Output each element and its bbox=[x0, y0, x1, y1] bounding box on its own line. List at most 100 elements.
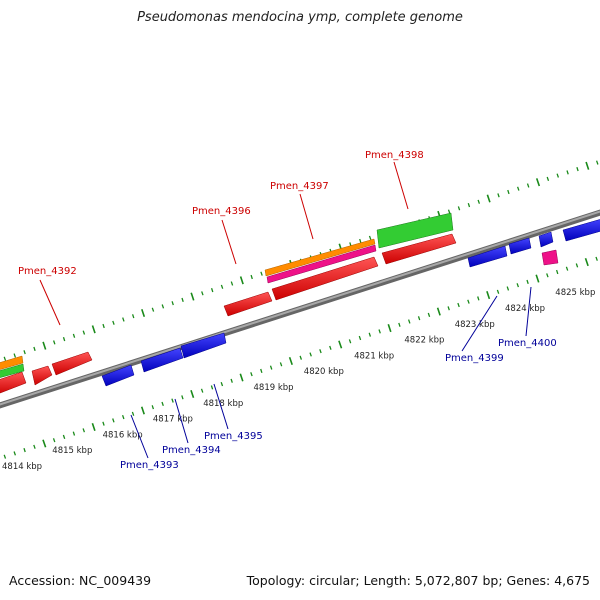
scale-tick bbox=[595, 256, 598, 261]
scale-tick bbox=[486, 291, 491, 300]
gene-label[interactable]: Pmen_4395 bbox=[204, 431, 263, 442]
scale-tick bbox=[358, 335, 362, 341]
scale-tick bbox=[13, 353, 17, 358]
gene-block-pmen-4394[interactable] bbox=[140, 347, 184, 373]
scale-tick bbox=[151, 307, 155, 312]
scale-tick bbox=[526, 183, 530, 188]
gene-label[interactable]: Pmen_4399 bbox=[445, 353, 504, 364]
scale-tick bbox=[535, 178, 541, 187]
scale-tick bbox=[13, 451, 17, 456]
scale-label: 4814 kbp bbox=[2, 462, 42, 472]
scale-tick bbox=[427, 312, 431, 318]
scale-tick bbox=[171, 301, 174, 306]
gene-block-pmen-4399[interactable] bbox=[467, 245, 508, 268]
scale-tick bbox=[239, 373, 244, 382]
green-feature[interactable] bbox=[376, 212, 454, 249]
scale-tick bbox=[171, 398, 174, 403]
genome-backbone-highlight bbox=[0, 210, 600, 406]
scale-tick bbox=[190, 389, 195, 399]
scale-tick bbox=[122, 317, 125, 322]
scale-tick bbox=[102, 323, 105, 329]
scale-tick bbox=[3, 356, 7, 361]
gene-label[interactable]: Pmen_4400 bbox=[498, 338, 557, 349]
gene-block[interactable] bbox=[223, 291, 273, 317]
scale-tick bbox=[230, 281, 234, 286]
scale-tick bbox=[486, 194, 491, 203]
scale-tick bbox=[516, 186, 520, 191]
reverse-strand-features bbox=[101, 218, 600, 387]
scale-tick bbox=[131, 314, 135, 319]
scale-tick bbox=[82, 330, 86, 335]
gene-block-pmen-4393[interactable] bbox=[101, 364, 135, 387]
scale-tick bbox=[595, 160, 599, 165]
scale-tick bbox=[151, 405, 155, 410]
scale-tick bbox=[398, 322, 401, 327]
scale-tick bbox=[91, 325, 96, 334]
scale-tick bbox=[368, 332, 372, 337]
scale-tick bbox=[584, 258, 589, 267]
gene-label[interactable]: Pmen_4393 bbox=[120, 460, 179, 471]
scale-tick bbox=[269, 365, 273, 370]
scale-label: 4817 kbp bbox=[153, 415, 193, 425]
green-feature-left[interactable] bbox=[0, 363, 25, 379]
scale-tick bbox=[447, 209, 451, 214]
scale-tick bbox=[72, 431, 76, 436]
gene-label[interactable]: Pmen_4398 bbox=[365, 150, 424, 161]
scale-tick bbox=[3, 454, 7, 459]
magenta-feature-small[interactable] bbox=[541, 249, 559, 266]
scale-tick bbox=[91, 422, 96, 432]
gene-block-pmen-4398[interactable] bbox=[381, 233, 457, 265]
scale-tick bbox=[230, 378, 233, 383]
scale-tick bbox=[201, 291, 204, 296]
scale-tick bbox=[467, 203, 471, 208]
scale-tick bbox=[33, 444, 36, 449]
gene-label[interactable]: Pmen_4394 bbox=[162, 445, 221, 456]
scale-tick bbox=[546, 273, 549, 278]
gene-block[interactable] bbox=[508, 237, 532, 255]
scale-tick bbox=[378, 329, 381, 334]
scale-tick bbox=[566, 170, 569, 175]
scale-tick bbox=[161, 401, 164, 407]
scale-tick bbox=[72, 333, 76, 338]
gene-label[interactable]: Pmen_4392 bbox=[18, 266, 77, 277]
gene-block[interactable] bbox=[0, 371, 27, 395]
gene-block[interactable] bbox=[31, 365, 53, 386]
scale-label: 4822 kbp bbox=[404, 336, 444, 346]
scale-tick bbox=[181, 395, 184, 400]
scale-tick bbox=[477, 199, 481, 204]
scale-tick bbox=[210, 385, 214, 390]
scale-tick bbox=[82, 428, 86, 433]
scale-tick bbox=[260, 368, 263, 373]
gene-block[interactable] bbox=[562, 218, 600, 242]
map-title: Pseudomonas mendocina ymp, complete geno… bbox=[137, 10, 463, 25]
accession-text: Accession: NC_009439 bbox=[9, 573, 152, 588]
gene-block-pmen-4395[interactable] bbox=[180, 332, 227, 359]
scale-tick bbox=[359, 238, 362, 244]
scale-tick bbox=[477, 296, 480, 301]
gene-block[interactable] bbox=[51, 351, 93, 376]
gene-label[interactable]: Pmen_4396 bbox=[192, 206, 251, 217]
scale-tick bbox=[260, 271, 263, 276]
scale-tick bbox=[556, 173, 560, 178]
gene-label[interactable]: Pmen_4397 bbox=[270, 181, 329, 192]
scale-tick bbox=[576, 167, 579, 172]
scale-tick bbox=[467, 299, 470, 304]
scale-tick bbox=[457, 206, 461, 211]
scale-tick bbox=[565, 266, 569, 271]
scale-tick bbox=[457, 302, 460, 308]
scale-tick bbox=[279, 362, 283, 367]
scale-tick bbox=[299, 355, 303, 360]
scale-tick bbox=[507, 189, 510, 195]
scale-label: 4816 kbp bbox=[103, 430, 143, 440]
orange-feature-left[interactable] bbox=[0, 355, 24, 371]
gene-block-pmen-4397[interactable] bbox=[271, 256, 379, 301]
gene-labels: Pmen_4392 Pmen_4396 Pmen_4397 Pmen_4398 … bbox=[18, 150, 557, 471]
gene-block-pmen-4400[interactable] bbox=[538, 231, 554, 248]
orange-feature[interactable] bbox=[264, 238, 376, 277]
scale-label: 4819 kbp bbox=[254, 383, 294, 393]
scale-tick bbox=[52, 438, 56, 443]
magenta-feature[interactable] bbox=[266, 244, 377, 284]
callout-lines bbox=[39, 161, 532, 459]
scale-tick bbox=[417, 316, 421, 321]
